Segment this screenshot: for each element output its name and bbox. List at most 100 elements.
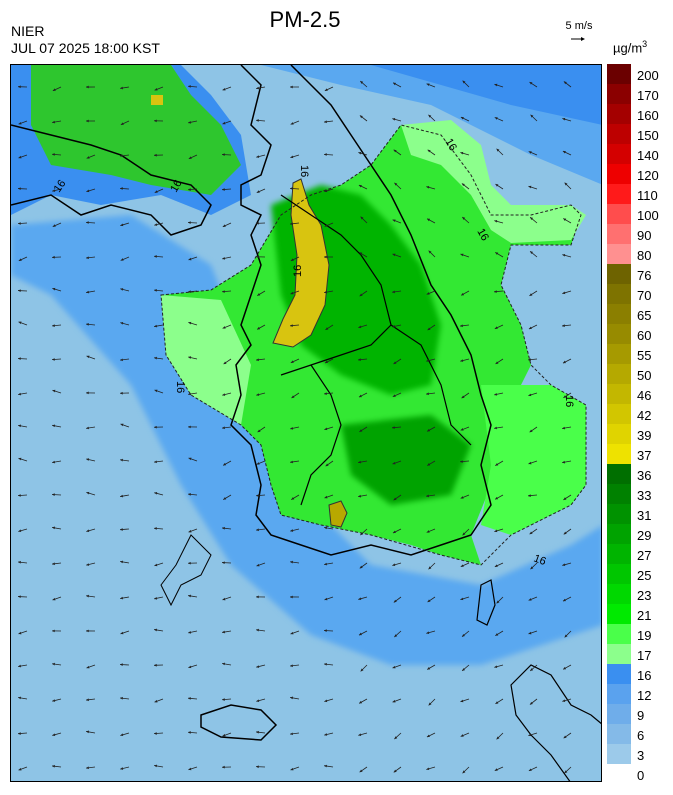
wind-arrowhead-icon (154, 324, 158, 328)
wind-arrowhead-icon (494, 768, 498, 771)
colorbar-swatch (607, 384, 631, 405)
wind-arrowhead-icon (188, 321, 192, 325)
wind-arrowhead-icon (359, 293, 363, 297)
wind-arrowhead-icon (188, 392, 191, 396)
colorbar-tick-label: 110 (637, 188, 658, 203)
colorbar-tick-label: 200 (637, 68, 659, 83)
colorbar-tick-label: 60 (637, 328, 652, 343)
colorbar-tick-label: 6 (637, 728, 645, 743)
wind-arrowhead-icon (290, 426, 294, 430)
pm25-concentration-map: 16 16 16 16 16 16 16 16 16 (10, 64, 602, 782)
colorbar-swatch (607, 664, 631, 685)
wind-arrowhead-icon (562, 254, 566, 257)
wind-arrowhead-icon (358, 494, 362, 498)
wind-arrowhead-icon (562, 460, 566, 464)
wind-arrowhead-icon (86, 563, 90, 566)
wind-arrowhead-icon (460, 597, 464, 601)
wind-arrowhead-icon (120, 494, 124, 498)
wind-arrowhead-icon (494, 83, 498, 87)
wind-arrowhead-icon (359, 429, 363, 432)
wind-arrowhead-icon (495, 463, 499, 466)
wind-arrowhead-icon (495, 184, 499, 187)
wind-arrowhead-icon (494, 392, 498, 396)
wind-arrowhead-icon (360, 532, 364, 536)
wind-arrowhead-icon (392, 699, 396, 703)
wind-arrowhead-icon (495, 361, 499, 364)
wind-arrowhead-icon (324, 733, 328, 736)
wind-arrowhead-icon (392, 290, 395, 294)
wind-arrowhead-icon (358, 733, 362, 736)
wind-arrowhead-icon (86, 491, 90, 495)
wind-arrowhead-icon (290, 732, 293, 736)
wind-vector-field (17, 80, 572, 774)
wind-arrowhead-icon (222, 188, 225, 191)
colorbar-tick-label: 21 (637, 608, 652, 623)
wind-arrowhead-icon (528, 768, 532, 771)
wind-arrowhead-icon (530, 217, 534, 220)
wind-arrowhead-icon (324, 290, 328, 294)
wind-arrowhead-icon (154, 153, 157, 157)
wind-arrowhead-icon (393, 599, 397, 603)
colorbar-swatch (607, 144, 631, 165)
wind-arrowhead-icon (324, 189, 328, 193)
wind-arrowhead-icon (460, 564, 464, 567)
wind-arrowhead-icon (290, 122, 294, 125)
colorbar-swatch (607, 424, 631, 445)
contour-label: 16 (442, 137, 459, 154)
wind-arrowhead-icon (392, 219, 396, 223)
wind-arrowhead-icon (188, 85, 191, 88)
colorbar-tick-label: 29 (637, 528, 652, 543)
wind-arrowhead-icon (86, 529, 90, 533)
wind-arrowhead-icon (427, 428, 431, 432)
wind-arrowhead-icon (530, 114, 534, 118)
wind-arrowhead-icon (18, 732, 21, 735)
colorbar-tick-label: 27 (637, 548, 652, 563)
wind-arrowhead-icon (426, 631, 430, 634)
wind-arrowhead-icon (462, 80, 466, 84)
wind-arrowhead-icon (562, 291, 566, 295)
wind-arrowhead-icon (52, 562, 55, 566)
wind-arrowhead-icon (120, 528, 123, 531)
wind-arrowhead-icon (495, 701, 499, 704)
wind-arrowhead-icon (52, 324, 55, 327)
wind-arrowhead-icon (359, 115, 363, 119)
wind-arrowhead-icon (427, 599, 431, 603)
wind-arrowhead-icon (290, 324, 293, 327)
wind-arrowhead-icon (222, 765, 225, 769)
wind-arrowhead-icon (18, 187, 21, 191)
wind-arrowhead-icon (256, 628, 259, 632)
wind-arrowhead-icon (120, 122, 124, 125)
colorbar-tick-label: 65 (637, 308, 652, 323)
wind-arrowhead-icon (18, 664, 21, 668)
colorbar-tick-label: 36 (637, 468, 652, 483)
pm-zone-northwest-green (31, 65, 241, 195)
contour-label: 16 (174, 381, 186, 393)
wind-arrowhead-icon (188, 561, 191, 565)
wind-arrowhead-icon (428, 566, 432, 570)
wind-arrowhead-icon (495, 496, 499, 500)
wind-arrowhead-icon (154, 389, 158, 393)
wind-arrowhead-icon (290, 258, 294, 261)
colorbar-tick-label: 19 (637, 628, 652, 643)
pm-zone-dark-green-south (341, 415, 471, 505)
wind-arrowhead-icon (256, 255, 259, 259)
wind-arrowhead-icon (460, 324, 463, 328)
wind-arrowhead-icon (223, 361, 227, 365)
wind-arrowhead-icon (290, 595, 293, 599)
wind-arrowhead-icon (290, 560, 293, 564)
wind-arrowhead-icon (460, 734, 464, 737)
colorbar-swatch (607, 444, 631, 465)
wind-arrowhead-icon (222, 733, 226, 737)
wind-arrowhead-icon (188, 221, 191, 225)
wind-arrowhead-icon (256, 528, 259, 532)
wind-arrowhead-icon (188, 630, 192, 634)
wind-arrowhead-icon (426, 494, 429, 498)
wind-arrowhead-icon (52, 88, 56, 91)
wind-arrowhead-icon (188, 156, 192, 159)
wind-arrowhead-icon (460, 699, 464, 703)
wind-arrowhead-icon (256, 563, 260, 567)
wind-arrowhead-icon (359, 700, 363, 704)
wind-arrowhead-icon (564, 182, 568, 186)
wind-arrowhead-icon (256, 730, 259, 734)
wind-arrowhead-icon (222, 561, 225, 565)
